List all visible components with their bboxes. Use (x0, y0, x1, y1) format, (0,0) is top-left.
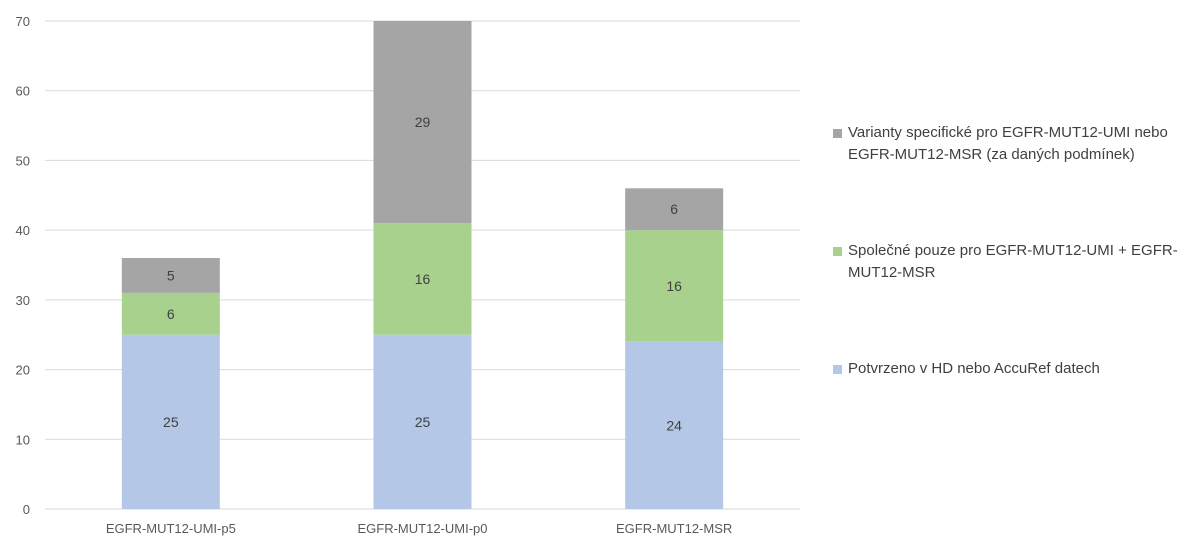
x-tick-label: EGFR-MUT12-UMI-p5 (106, 521, 236, 536)
legend-swatch-shared (833, 247, 842, 256)
bar-segment (373, 334, 472, 509)
data-label: 25 (415, 414, 431, 430)
legend-swatch-specific (833, 129, 842, 138)
bar-segment (625, 188, 724, 231)
legend-label-specific: Varianty specifické pro EGFR-MUT12-UMI n… (848, 124, 1168, 163)
x-axis-tick-labels: EGFR-MUT12-UMI-p5 EGFR-MUT12-UMI-p0 EGFR-M… (106, 521, 732, 536)
bar-segment (373, 21, 472, 224)
data-labels: 25 6 5 25 16 29 24 16 6 (163, 114, 682, 433)
data-label: 29 (415, 114, 431, 130)
y-tick-label: 50 (16, 153, 30, 168)
bar-segment (121, 292, 220, 335)
stacked-bar-chart: 0 10 20 30 40 50 60 70 25 6 5 25 16 29 24 16 6 EGFR-MUT… (16, 14, 800, 536)
x-tick-label: EGFR-MUT12-MSR (616, 521, 732, 536)
bar-segment (625, 341, 724, 509)
y-tick-label: 30 (16, 293, 30, 308)
bar-segment (121, 258, 220, 293)
legend-label-confirmed: Potvrzeno v HD nebo AccuRef datech (848, 360, 1100, 377)
y-tick-label: 40 (16, 223, 30, 238)
y-tick-label: 0 (23, 502, 30, 517)
y-tick-label: 20 (16, 363, 30, 378)
legend-item-specific: Varianty specifické pro EGFR-MUT12-UMI n… (833, 122, 1178, 166)
x-tick-label: EGFR-MUT12-UMI-p0 (357, 521, 487, 536)
y-axis-tick-labels: 0 10 20 30 40 50 60 70 (16, 14, 30, 517)
bars (121, 21, 724, 509)
data-label: 16 (666, 278, 682, 294)
legend-item-shared: Společné pouze pro EGFR-MUT12-UMI + EGFR… (833, 240, 1178, 284)
data-label: 6 (167, 306, 175, 322)
data-label: 24 (666, 417, 682, 433)
data-label: 16 (415, 271, 431, 287)
legend-item-confirmed: Potvrzeno v HD nebo AccuRef datech (833, 358, 1178, 380)
data-label: 5 (167, 267, 175, 283)
bar-segment (121, 334, 220, 509)
data-label: 6 (670, 201, 678, 217)
legend-swatch-confirmed (833, 365, 842, 374)
bar-segment (625, 230, 724, 342)
y-tick-label: 10 (16, 432, 30, 447)
legend-label-shared: Společné pouze pro EGFR-MUT12-UMI + EGFR… (848, 242, 1178, 281)
data-label: 25 (163, 414, 179, 430)
y-tick-label: 60 (16, 84, 30, 99)
y-tick-label: 70 (16, 14, 30, 29)
bar-segment (373, 223, 472, 335)
